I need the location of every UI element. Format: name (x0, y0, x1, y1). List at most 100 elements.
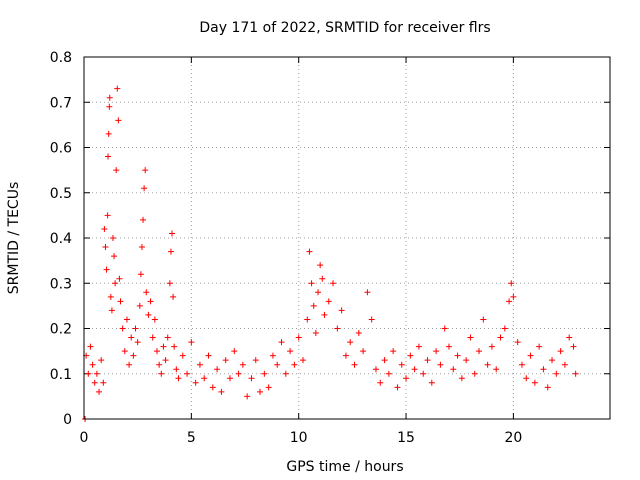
y-tick-label: 0.1 (50, 367, 72, 383)
data-point (570, 343, 577, 350)
data-point (171, 343, 178, 350)
data-point (342, 352, 349, 359)
y-tick-label: 0.3 (50, 276, 72, 292)
data-point (100, 379, 107, 386)
data-point (142, 167, 149, 174)
x-tick-label: 20 (504, 430, 522, 446)
data-point (102, 244, 109, 251)
data-point (390, 348, 397, 355)
data-point (488, 343, 495, 350)
data-point (123, 316, 130, 323)
data-point (274, 361, 281, 368)
data-point (549, 357, 556, 364)
x-tick-label: 10 (290, 430, 308, 446)
data-point (278, 339, 285, 346)
data-point (105, 153, 112, 160)
x-axis-label: GPS time / hours (286, 459, 403, 475)
data-point (265, 384, 272, 391)
data-point (572, 370, 579, 377)
data-point (93, 370, 100, 377)
data-point (407, 352, 414, 359)
data-point (103, 266, 110, 273)
y-tick-label: 0.2 (50, 322, 72, 338)
data-point (145, 311, 152, 318)
data-point (398, 361, 405, 368)
y-tick-label: 0.4 (50, 231, 72, 247)
data-point (319, 275, 326, 282)
data-point (170, 293, 177, 300)
data-point (252, 357, 259, 364)
y-axis-label: SRMTID / TECUs (6, 182, 22, 295)
data-point (317, 262, 324, 269)
data-point (106, 103, 113, 110)
data-point (372, 366, 379, 373)
data-point (91, 379, 98, 386)
chart-title: Day 171 of 2022, SRMTID for receiver flr… (199, 20, 490, 36)
data-point (557, 348, 564, 355)
data-point (381, 357, 388, 364)
data-point (553, 370, 560, 377)
data-point (109, 235, 116, 241)
data-point (134, 339, 141, 346)
data-point (506, 298, 513, 305)
data-point (471, 370, 478, 377)
data-point (315, 289, 322, 296)
data-point (441, 325, 448, 332)
plot-frame (83, 56, 611, 420)
data-point (377, 379, 384, 386)
data-point (330, 280, 337, 287)
data-point (119, 325, 126, 332)
data-point (137, 271, 144, 278)
y-tick-label: 0.8 (50, 50, 72, 66)
data-point (98, 357, 105, 364)
data-point (467, 334, 474, 341)
data-point (351, 361, 358, 368)
data-point (347, 339, 354, 346)
data-points (82, 85, 579, 422)
data-point (138, 244, 145, 251)
data-point (136, 302, 143, 309)
data-point (454, 352, 461, 359)
data-point (257, 388, 264, 395)
data-point (248, 375, 255, 382)
data-point (540, 366, 547, 373)
data-point (162, 357, 169, 364)
data-point (179, 352, 186, 359)
data-point (226, 375, 233, 382)
data-point (415, 343, 422, 350)
data-point (117, 298, 124, 305)
data-point (128, 334, 135, 341)
data-point (561, 361, 568, 368)
data-point (114, 85, 121, 92)
data-point (222, 357, 229, 364)
data-point (214, 366, 221, 373)
data-point (196, 361, 203, 368)
data-point (167, 248, 174, 255)
data-point (531, 379, 538, 386)
data-point (173, 366, 180, 373)
data-point (385, 370, 392, 377)
data-point (368, 316, 375, 323)
data-point (403, 375, 410, 382)
data-point (160, 343, 167, 350)
data-point (106, 94, 113, 101)
data-point (476, 348, 483, 355)
data-point (126, 361, 133, 368)
data-point (450, 366, 457, 373)
data-point (394, 384, 401, 391)
data-point (295, 334, 302, 341)
data-point (364, 289, 371, 296)
data-point (116, 275, 123, 282)
data-point (107, 293, 114, 300)
data-point (566, 334, 573, 341)
grid-layer (84, 57, 610, 419)
data-point (209, 384, 216, 391)
data-point (108, 307, 115, 314)
data-point (85, 370, 92, 377)
data-point (104, 212, 111, 219)
y-tick-label: 0 (63, 412, 72, 428)
data-point (437, 361, 444, 368)
data-point (306, 248, 313, 255)
data-point (338, 307, 345, 314)
data-point (484, 361, 491, 368)
